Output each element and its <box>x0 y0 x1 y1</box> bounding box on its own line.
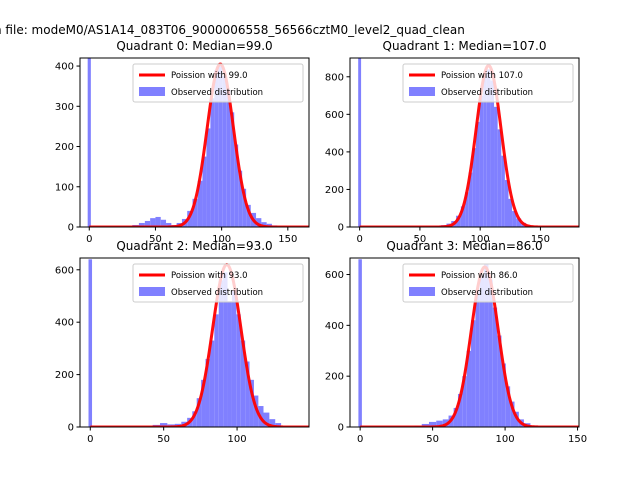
legend-label-observed: Observed distribution <box>441 288 533 298</box>
legend: Poission with 86.0 Observed distribution <box>403 264 573 302</box>
y-tick-label: 600 <box>55 265 74 276</box>
legend-hist-swatch <box>409 87 435 96</box>
x-tick-label: 100 <box>496 434 515 445</box>
panel-title: Quadrant 2: Median=93.0 <box>116 239 272 253</box>
x-tick-label: 0 <box>86 234 92 245</box>
y-tick-label: 800 <box>325 72 344 83</box>
legend-hist-swatch <box>139 87 165 96</box>
panel-quadrant-3: 0 50 100 150 0 200 400 600 Quadrant 3: Median=86… <box>325 239 587 445</box>
hist-bar <box>475 290 479 427</box>
legend-label-observed: Observed distribution <box>171 88 263 98</box>
y-tick-label: 200 <box>325 185 344 196</box>
y-tick-label: 200 <box>55 142 74 153</box>
legend: Poission with 93.0 Observed distribution <box>133 264 303 302</box>
panel-quadrant-2: 0 50 100 0 200 400 600 Quadrant 2: Median=93.0 P… <box>55 239 309 445</box>
x-tick-label: 150 <box>568 434 587 445</box>
legend-hist-swatch <box>409 287 435 296</box>
y-tick-label: 0 <box>68 223 74 234</box>
x-tick-label: 100 <box>228 434 247 445</box>
panel-title: Quadrant 1: Median=107.0 <box>383 39 547 53</box>
y-tick-label: 600 <box>325 270 344 281</box>
x-tick-label: 0 <box>357 434 363 445</box>
y-tick-label: 400 <box>55 318 74 329</box>
hist-bar-zero-spike <box>89 259 93 427</box>
y-tick-label: 200 <box>55 370 74 381</box>
y-tick-label: 400 <box>55 62 74 73</box>
hist-bar <box>501 156 505 227</box>
legend-label-observed: Observed distribution <box>441 88 533 98</box>
y-tick-label: 100 <box>55 182 74 193</box>
hist-bar <box>480 96 484 227</box>
hist-bar <box>228 301 232 427</box>
x-tick-label: 0 <box>356 234 362 245</box>
x-tick-label: 0 <box>87 434 93 445</box>
hist-bar <box>232 291 236 427</box>
legend-label-observed: Observed distribution <box>171 288 263 298</box>
y-tick-label: 200 <box>325 372 344 383</box>
hist-bar-zero-spike <box>358 58 361 227</box>
hist-bar <box>498 129 502 227</box>
hist-bar <box>214 314 218 427</box>
y-tick-label: 0 <box>68 423 74 434</box>
y-tick-label: 400 <box>325 321 344 332</box>
panel-title: Quadrant 0: Median=99.0 <box>116 39 272 53</box>
y-tick-label: 600 <box>325 110 344 121</box>
legend-hist-swatch <box>139 287 165 296</box>
hist-bar <box>210 98 214 227</box>
hist-bar-zero-spike <box>88 58 91 227</box>
legend-label-poisson: Poission with 107.0 <box>441 71 523 81</box>
hist-bar <box>494 107 498 227</box>
legend-label-poisson: Poission with 93.0 <box>171 271 248 281</box>
hist-bar <box>490 81 494 227</box>
hist-bar-zero-spike <box>358 259 361 427</box>
legend: Poission with 107.0 Observed distribution <box>403 64 573 102</box>
hist-bar <box>155 217 160 227</box>
x-tick-label: 150 <box>278 234 297 245</box>
x-tick-label: 50 <box>157 434 170 445</box>
legend-label-poisson: Poission with 86.0 <box>441 271 518 281</box>
hist-bar <box>206 128 210 227</box>
legend-label-poisson: Poission with 99.0 <box>171 71 248 81</box>
y-tick-label: 0 <box>338 223 344 234</box>
y-tick-label: 300 <box>55 102 74 113</box>
y-tick-label: 400 <box>325 147 344 158</box>
panel-title: Quadrant 3: Median=86.0 <box>386 239 542 253</box>
legend: Poission with 99.0 Observed distribution <box>133 64 303 102</box>
figure-suptitle: n file: modeM0/AS1A14_083T06_9000006558_… <box>0 23 465 37</box>
x-tick-label: 50 <box>426 434 439 445</box>
hist-bar <box>210 341 214 427</box>
y-tick-label: 0 <box>338 423 344 434</box>
